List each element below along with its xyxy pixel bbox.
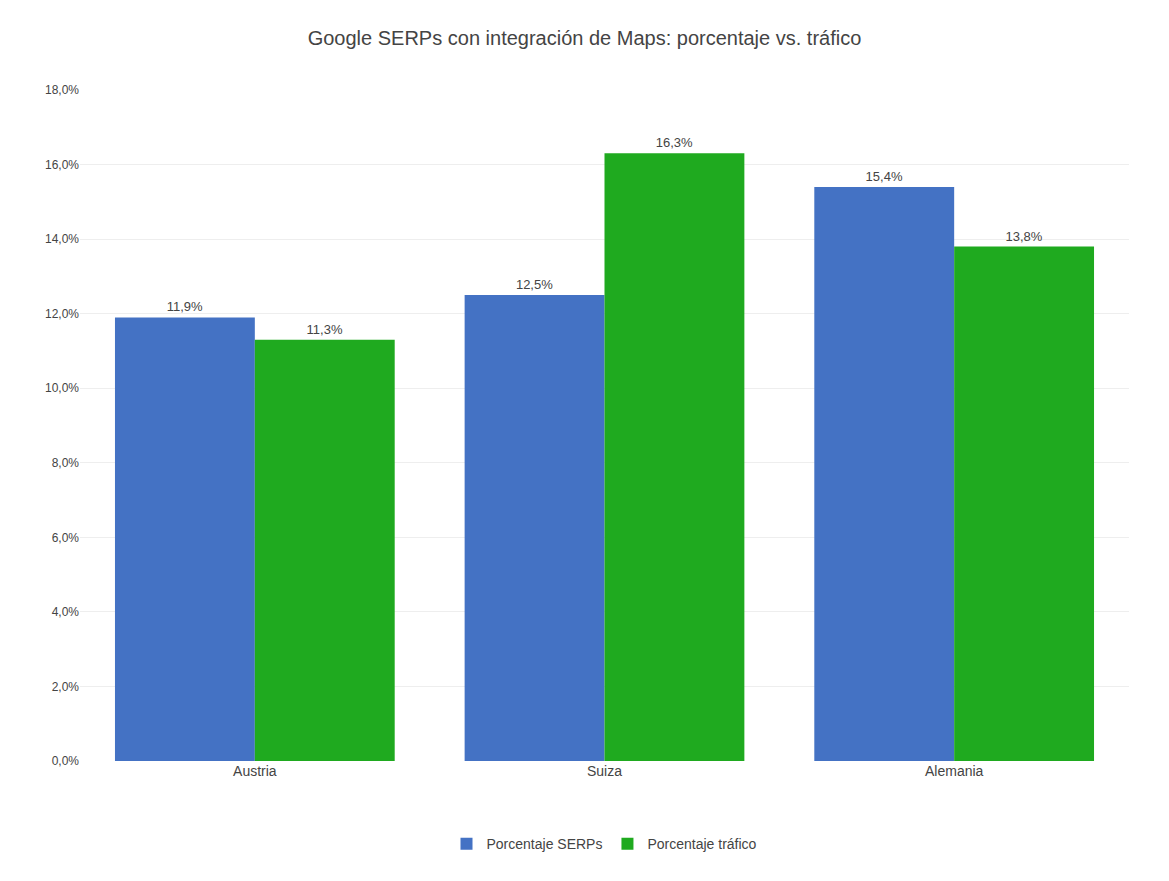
svg-text:Porcentaje tráfico: Porcentaje tráfico	[647, 836, 756, 852]
svg-text:Austria: Austria	[233, 763, 277, 779]
svg-text:10,0%: 10,0%	[45, 381, 79, 395]
svg-text:8,0%: 8,0%	[52, 456, 80, 470]
svg-text:2,0%: 2,0%	[52, 680, 80, 694]
svg-text:Google SERPs con integración d: Google SERPs con integración de Maps: po…	[308, 27, 862, 49]
svg-text:16,0%: 16,0%	[45, 158, 79, 172]
svg-text:15,4%: 15,4%	[866, 169, 903, 184]
svg-text:0,0%: 0,0%	[52, 754, 80, 768]
svg-text:4,0%: 4,0%	[52, 605, 80, 619]
svg-text:13,8%: 13,8%	[1005, 229, 1042, 244]
svg-text:Alemania: Alemania	[925, 763, 984, 779]
svg-text:14,0%: 14,0%	[45, 232, 79, 246]
svg-text:18,0%: 18,0%	[45, 83, 79, 97]
svg-text:6,0%: 6,0%	[52, 531, 80, 545]
svg-text:16,3%: 16,3%	[656, 135, 693, 150]
svg-text:12,5%: 12,5%	[516, 277, 553, 292]
svg-text:11,9%: 11,9%	[167, 299, 203, 314]
svg-text:Suiza: Suiza	[587, 763, 622, 779]
svg-text:12,0%: 12,0%	[45, 307, 79, 321]
svg-text:11,3%: 11,3%	[307, 322, 343, 337]
svg-text:Porcentaje SERPs: Porcentaje SERPs	[487, 836, 603, 852]
